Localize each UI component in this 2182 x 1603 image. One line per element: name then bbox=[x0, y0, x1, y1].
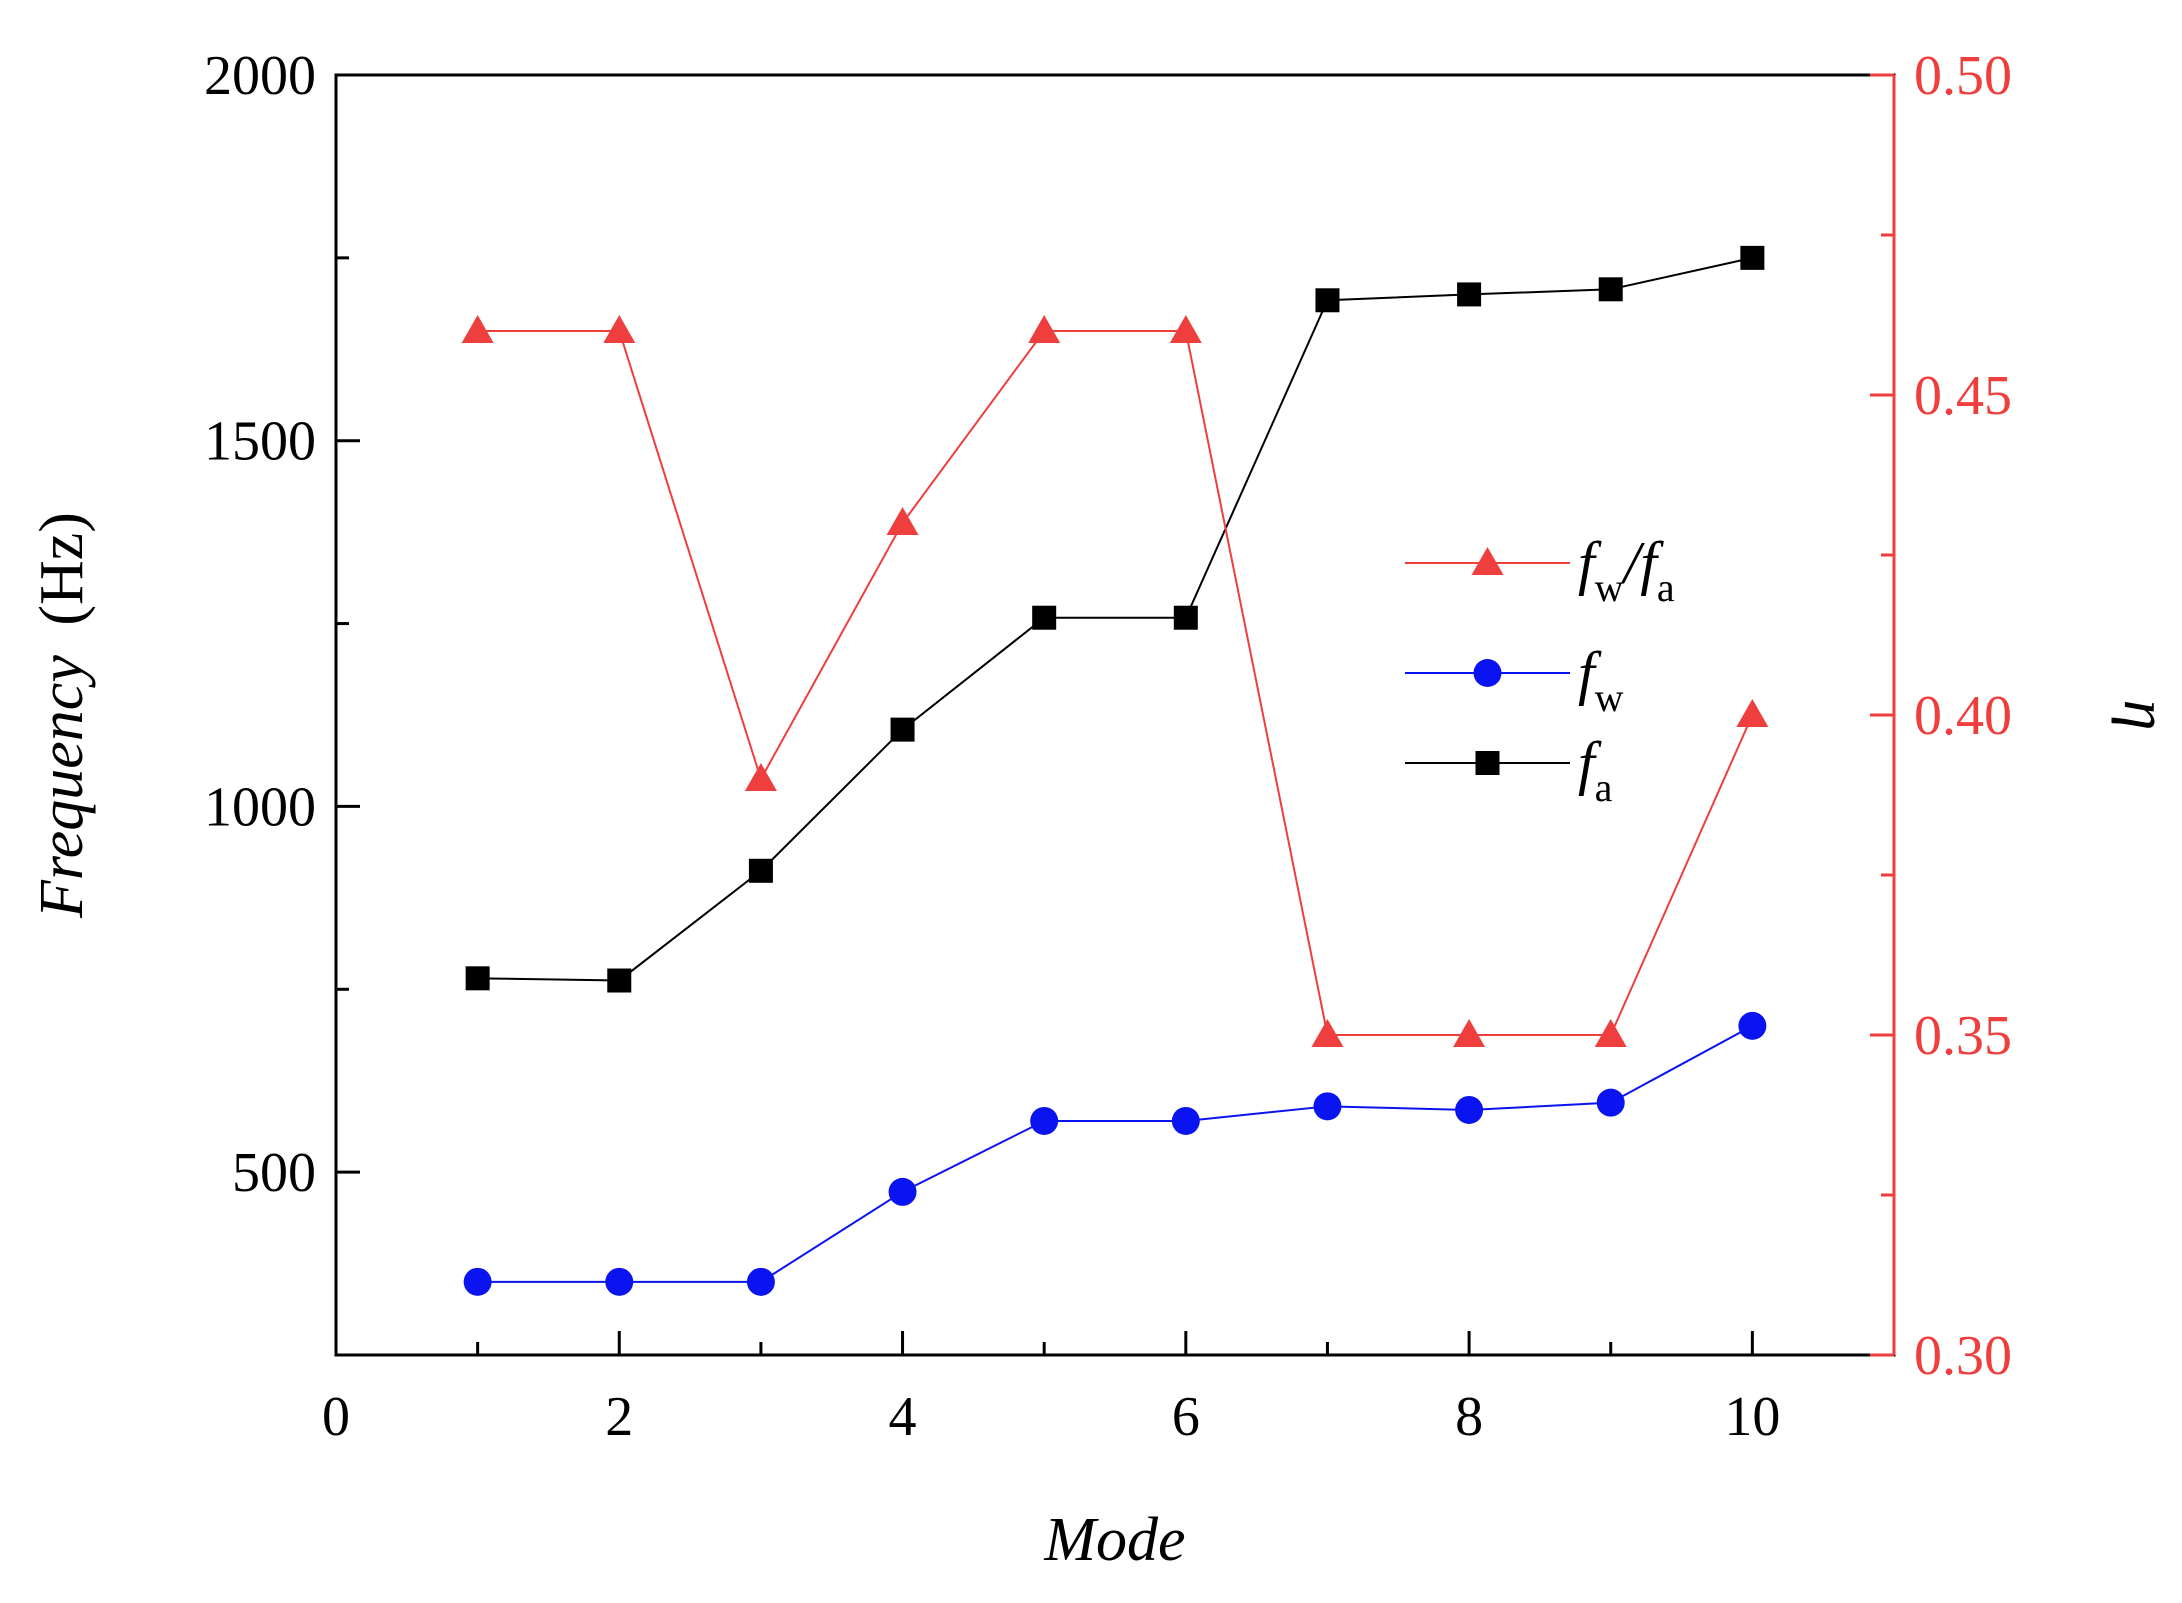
data-point bbox=[1173, 605, 1198, 630]
legend-label-sub: a bbox=[1595, 765, 1613, 810]
y-tick-label: 1000 bbox=[204, 776, 316, 838]
y2-tick-label: 0.50 bbox=[1914, 45, 2012, 107]
data-point bbox=[463, 1267, 492, 1296]
x-tick-label: 10 bbox=[1724, 1386, 1780, 1448]
x-tick-label: 8 bbox=[1455, 1386, 1483, 1448]
data-point bbox=[744, 763, 777, 791]
x-axis-title: Mode bbox=[1043, 1506, 1185, 1574]
data-point bbox=[1169, 315, 1202, 343]
legend-label: fa bbox=[1578, 730, 1613, 810]
data-point bbox=[888, 1177, 917, 1206]
data-point bbox=[1028, 315, 1061, 343]
legend-label: fw/fa bbox=[1578, 530, 1675, 610]
data-point bbox=[1596, 1088, 1625, 1117]
data-point bbox=[607, 968, 632, 993]
y2-tick-label: 0.30 bbox=[1914, 1325, 2012, 1387]
legend-label: fw bbox=[1578, 640, 1624, 720]
data-point bbox=[890, 717, 915, 742]
data-point bbox=[746, 1267, 775, 1296]
y2-axis-title: η bbox=[2111, 700, 2179, 731]
ticks: 0 2 4 6 8 10 500 1000 1500 2000 0.30 0.35 0.40 0.45 0.… bbox=[204, 45, 2012, 1448]
series-line bbox=[477, 256, 1753, 982]
series-line bbox=[477, 330, 1754, 1036]
y-axis-title: Frequency (Hz) bbox=[28, 512, 96, 919]
y-tick-label: 2000 bbox=[204, 45, 316, 107]
data-point bbox=[1030, 1106, 1059, 1135]
y-tick-label: 500 bbox=[232, 1142, 316, 1204]
data-point bbox=[605, 1267, 634, 1296]
data-point bbox=[603, 315, 636, 343]
data-point bbox=[886, 507, 919, 535]
series-line bbox=[477, 1024, 1753, 1283]
series-fa bbox=[465, 245, 1765, 993]
legend-label-sub2: a bbox=[1657, 565, 1675, 610]
x-tick-label: 2 bbox=[605, 1386, 633, 1448]
series-fw bbox=[463, 1011, 1767, 1296]
data-point bbox=[1736, 699, 1769, 727]
legend-label-sub: w bbox=[1595, 565, 1624, 610]
y-axis-title-text: Frequency bbox=[28, 655, 96, 919]
data-point bbox=[1313, 1092, 1342, 1121]
x-tick-label: 0 bbox=[322, 1386, 350, 1448]
y-tick-label: 1500 bbox=[204, 411, 316, 473]
data-point bbox=[461, 315, 494, 343]
data-point bbox=[1315, 288, 1340, 313]
legend-marker bbox=[1473, 659, 1502, 687]
legend-marker bbox=[1471, 547, 1504, 575]
data-point bbox=[1455, 1095, 1484, 1124]
legend-marker bbox=[1475, 751, 1500, 775]
y2-tick-label: 0.45 bbox=[1914, 365, 2012, 427]
legend: fw/fa fw fa bbox=[1405, 530, 1675, 810]
data-point bbox=[748, 858, 773, 883]
data-point bbox=[1598, 277, 1623, 302]
legend-item-fw-fa: fw/fa bbox=[1405, 530, 1675, 610]
legend-label-sub: w bbox=[1595, 675, 1624, 720]
data-point bbox=[1311, 1019, 1344, 1047]
plot-frame bbox=[334, 73, 1896, 1357]
y2-tick-label: 0.35 bbox=[1914, 1005, 2012, 1067]
data-point bbox=[1032, 605, 1057, 630]
data-point bbox=[1740, 245, 1765, 270]
series-layer bbox=[461, 245, 1769, 1296]
data-point bbox=[1171, 1106, 1200, 1135]
data-point bbox=[1453, 1019, 1486, 1047]
legend-item-fw: fw bbox=[1405, 640, 1624, 720]
x-tick-label: 6 bbox=[1172, 1386, 1200, 1448]
y-axis-title-unit: (Hz) bbox=[28, 512, 96, 626]
data-point bbox=[1738, 1011, 1767, 1040]
y2-tick-label: 0.40 bbox=[1914, 685, 2012, 747]
data-point bbox=[1594, 1019, 1627, 1047]
x-tick-label: 4 bbox=[889, 1386, 917, 1448]
series-fw-fa bbox=[461, 315, 1769, 1047]
data-point bbox=[1457, 282, 1482, 307]
data-point bbox=[465, 966, 490, 991]
legend-item-fa: fa bbox=[1405, 730, 1613, 810]
